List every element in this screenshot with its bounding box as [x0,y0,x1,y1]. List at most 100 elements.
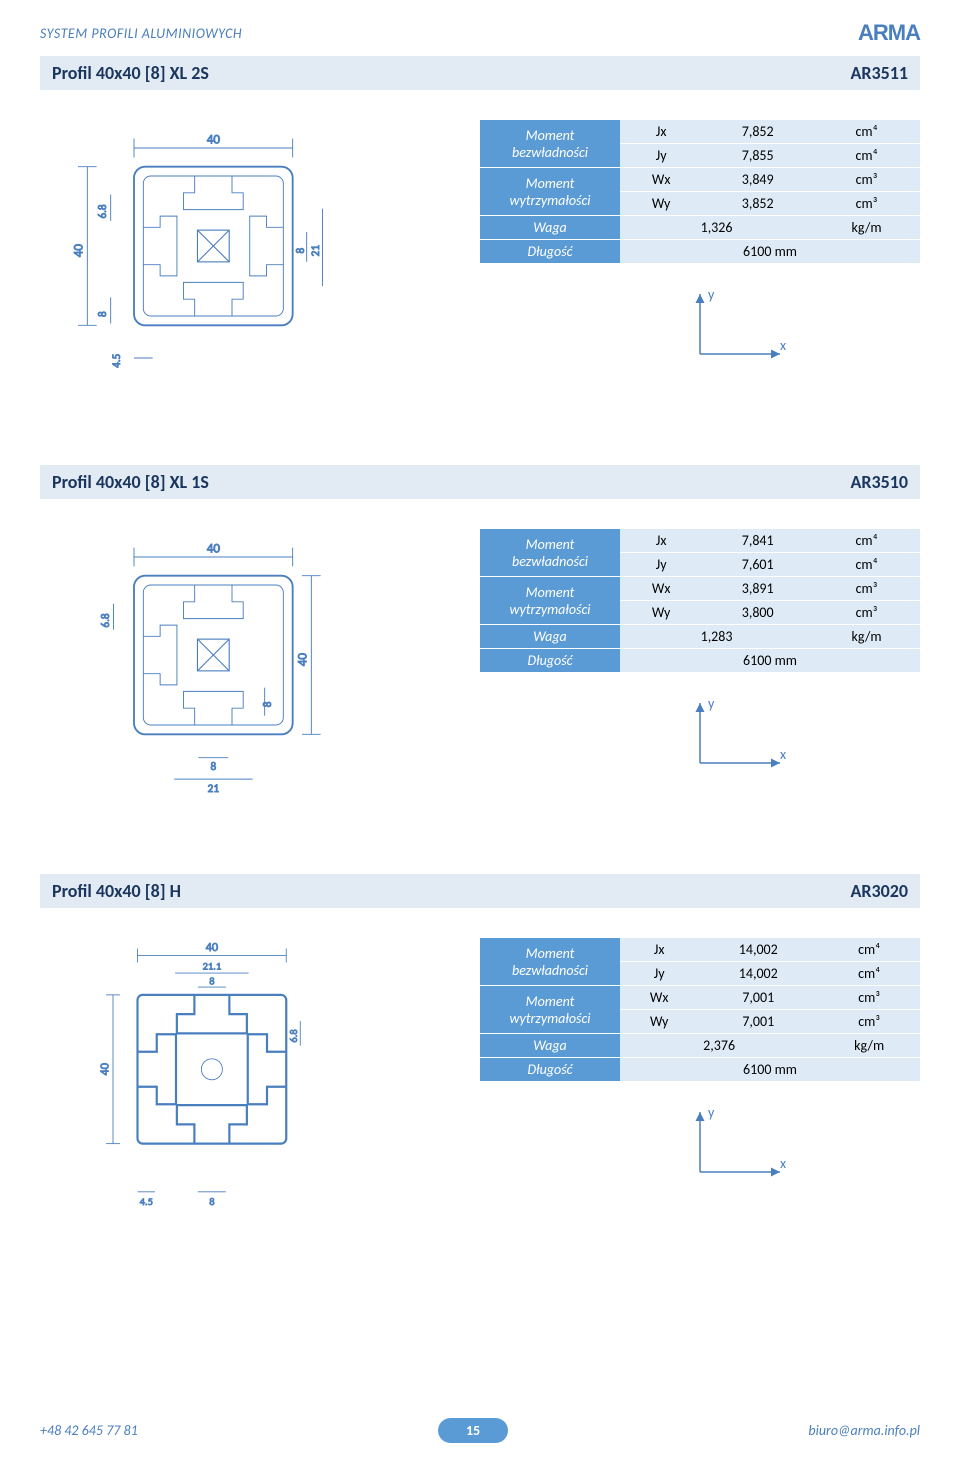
svg-text:21: 21 [208,782,220,796]
sym: Jy [620,962,698,986]
unit: cm³ [813,577,920,601]
val: 1,283 [620,625,813,649]
label-moment-bezw: Moment bezwładności [480,938,620,986]
unit: cm³ [813,601,920,625]
label-moment-wytrz: Moment wytrzymałości [480,168,620,216]
profile-diagram-2: 40 6.8 40 8 [40,529,340,809]
svg-text:40: 40 [206,940,218,955]
val: 7,841 [702,529,813,553]
section-header-3: Profil 40x40 [8] H AR3020 [40,874,920,908]
spec-area: Moment bezwładności Jx 7,852 cm⁴ Jy 7,85… [460,120,920,374]
section-code: AR3510 [850,471,908,493]
unit: kg/m [818,1034,920,1058]
footer-email: biuro@arma.info.pl [808,1422,920,1439]
svg-text:40: 40 [295,653,311,667]
svg-text:40: 40 [207,131,221,147]
unit: cm⁴ [818,938,920,962]
val: 14,002 [698,938,818,962]
unit: kg/m [813,625,920,649]
svg-text:x: x [780,1155,786,1172]
svg-text:6.8: 6.8 [99,613,113,627]
unit: cm⁴ [818,962,920,986]
axes-diagram: y x [680,284,920,374]
diagram-area: 40 40 6.8 8 8 21 [40,120,460,405]
val: 1,326 [620,216,813,240]
top-bar: SYSTEM PROFILI ALUMINIOWYCH ARMA [40,20,920,46]
unit: cm⁴ [813,529,920,553]
svg-text:y: y [708,286,715,303]
unit: cm³ [813,168,920,192]
svg-text:40: 40 [98,1063,113,1075]
sym: Wy [620,192,702,216]
svg-text:8: 8 [210,760,216,774]
label-waga: Waga [480,216,620,240]
label-moment-wytrz: Moment wytrzymałości [480,577,620,625]
spec-table-1: Moment bezwładności Jx 7,852 cm⁴ Jy 7,85… [480,120,920,264]
section-title: Profil 40x40 [8] XL 1S [52,471,209,493]
page-number-badge: 15 [438,1418,508,1443]
diagram-area: 40 6.8 40 8 [40,529,460,814]
sym: Wx [620,168,702,192]
val: 7,852 [702,120,813,144]
svg-text:40: 40 [71,244,87,258]
svg-text:4.5: 4.5 [110,353,124,367]
label-waga: Waga [480,1034,620,1058]
section-body-2: 40 6.8 40 8 [40,529,920,814]
footer-phone: +48 42 645 77 81 [40,1422,138,1439]
val: 3,849 [702,168,813,192]
svg-text:y: y [708,695,715,712]
svg-text:21.1: 21.1 [203,960,222,973]
sym: Jy [620,144,702,168]
spec-table-3: Moment bezwładności Jx 14,002 cm⁴ Jy 14,… [480,938,920,1082]
svg-text:8: 8 [209,974,214,987]
sym: Jx [620,120,702,144]
val: 3,852 [702,192,813,216]
page-footer: +48 42 645 77 81 15 biuro@arma.info.pl [40,1418,920,1443]
system-title: SYSTEM PROFILI ALUMINIOWYCH [40,25,242,42]
label-waga: Waga [480,625,620,649]
section-body-3: 40 21.1 8 40 6.8 [40,938,920,1223]
svg-text:6.8: 6.8 [96,204,110,218]
unit: cm³ [818,986,920,1010]
diagram-area: 40 21.1 8 40 6.8 [40,938,460,1223]
label-dlugosc: Długość [480,649,620,673]
spec-table-2: Moment bezwładności Jx 7,841 cm⁴ Jy 7,60… [480,529,920,673]
val: 3,800 [702,601,813,625]
val: 6100 mm [620,649,920,673]
svg-text:40: 40 [207,540,221,556]
sym: Wx [620,577,702,601]
svg-text:21: 21 [309,245,323,257]
val: 2,376 [620,1034,818,1058]
section-title: Profil 40x40 [8] XL 2S [52,62,209,84]
svg-text:y: y [708,1104,715,1121]
unit: cm⁴ [813,144,920,168]
svg-text:8: 8 [261,701,275,707]
sym: Jx [620,938,698,962]
svg-text:4.5: 4.5 [140,1195,153,1208]
val: 6100 mm [620,240,920,264]
sym: Jy [620,553,702,577]
unit: cm⁴ [813,553,920,577]
svg-text:x: x [780,746,786,763]
sym: Wy [620,1010,698,1034]
val: 7,855 [702,144,813,168]
unit: cm⁴ [813,120,920,144]
val: 7,601 [702,553,813,577]
unit: cm³ [818,1010,920,1034]
val: 14,002 [698,962,818,986]
sym: Wx [620,986,698,1010]
section-code: AR3020 [850,880,908,902]
sym: Jx [620,529,702,553]
svg-text:x: x [780,337,786,354]
axes-diagram: y x [680,693,920,783]
unit: kg/m [813,216,920,240]
label-dlugosc: Długość [480,1058,620,1082]
profile-diagram-1: 40 40 6.8 8 8 21 [40,120,340,400]
profile-diagram-3: 40 21.1 8 40 6.8 [40,938,340,1218]
val: 6100 mm [620,1058,920,1082]
label-dlugosc: Długość [480,240,620,264]
logo: ARMA [858,20,920,46]
section-title: Profil 40x40 [8] H [52,880,181,902]
svg-text:8: 8 [209,1195,214,1208]
section-header-1: Profil 40x40 [8] XL 2S AR3511 [40,56,920,90]
